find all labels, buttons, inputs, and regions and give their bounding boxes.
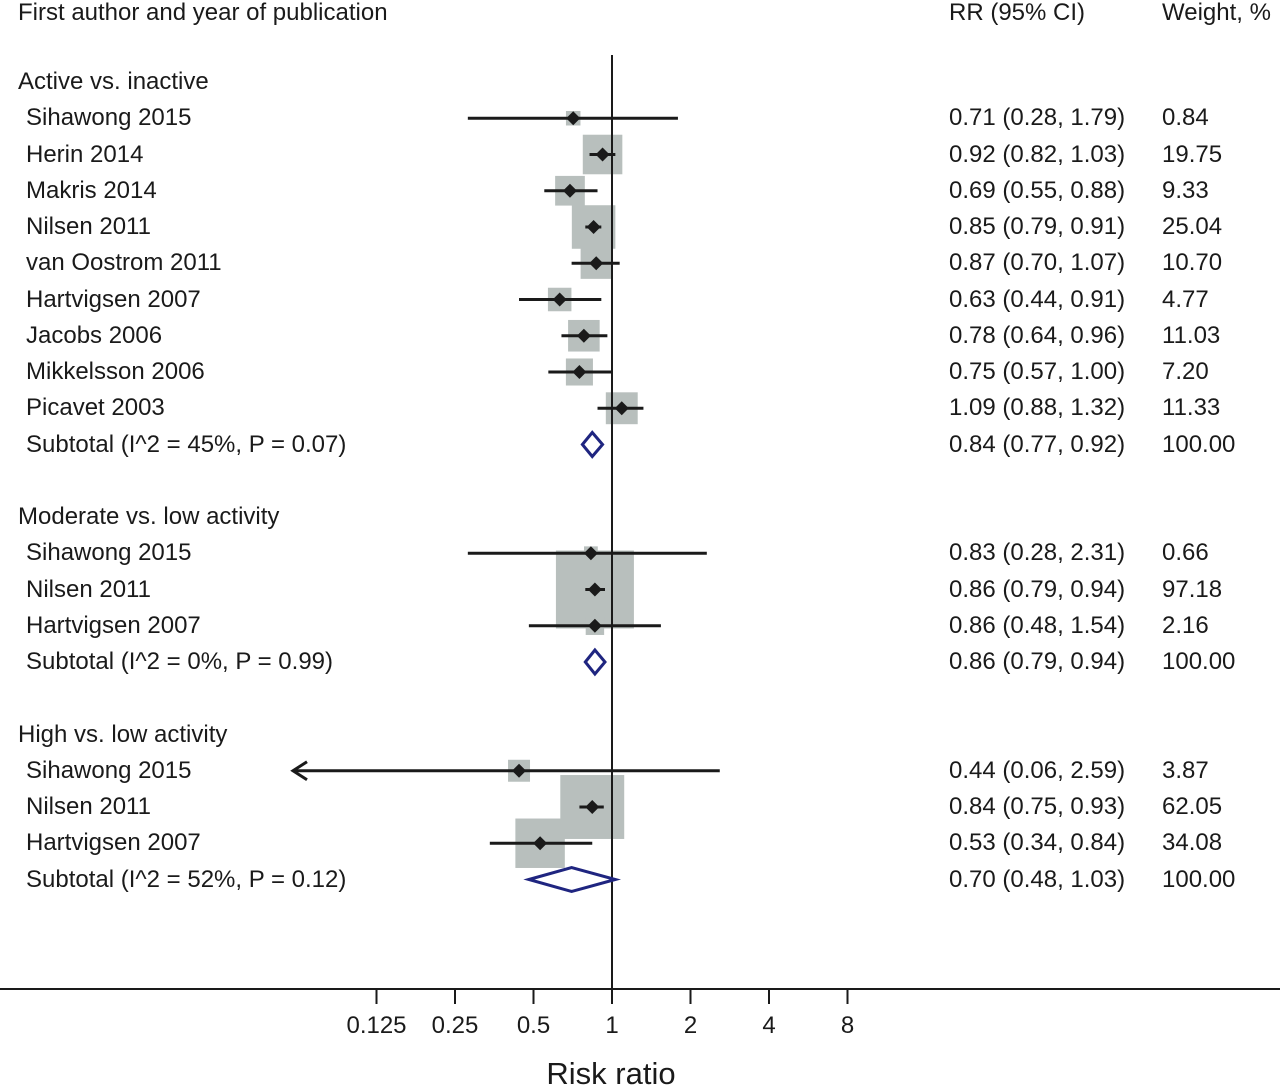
- study-label: Jacobs 2006: [26, 321, 163, 349]
- group-label: Moderate vs. low activity: [18, 503, 280, 530]
- point-estimate: [595, 147, 610, 162]
- point-estimate: [566, 111, 581, 126]
- study-weight: 34.08: [1162, 829, 1223, 857]
- point-estimate: [552, 292, 567, 307]
- study-weight: 0.84: [1162, 104, 1209, 132]
- x-tick-label: 0.5: [516, 1012, 551, 1039]
- group-label: Active vs. inactive: [18, 68, 209, 95]
- point-estimate: [614, 401, 629, 416]
- study-rr-ci: 0.85 (0.79, 0.91): [949, 213, 1126, 240]
- study-weight: 7.20: [1162, 358, 1209, 385]
- x-tick-label: 2: [683, 1012, 698, 1039]
- subtotal-label: Subtotal (I^2 = 52%, P = 0.12): [26, 865, 347, 893]
- study-label: Sihawong 2015: [26, 756, 192, 784]
- point-estimate: [576, 328, 591, 343]
- study-rr-ci: 0.92 (0.82, 1.03): [949, 140, 1126, 168]
- study-label: Hartvigsen 2007: [26, 611, 201, 639]
- subtotal-rr-ci: 0.86 (0.79, 0.94): [949, 648, 1126, 675]
- subtotal-weight: 100.00: [1162, 430, 1236, 458]
- point-estimate: [533, 836, 548, 851]
- study-weight: 97.18: [1162, 575, 1223, 603]
- study-rr-ci: 0.87 (0.70, 1.07): [949, 249, 1126, 277]
- point-estimate: [512, 763, 527, 778]
- group-label: High vs. low activity: [18, 720, 228, 748]
- study-label: Nilsen 2011: [26, 575, 151, 603]
- study-rr-ci: 0.86 (0.48, 1.54): [949, 611, 1126, 639]
- study-rr-ci: 0.84 (0.75, 0.93): [949, 793, 1126, 820]
- subtotal-weight: 100.00: [1162, 648, 1236, 675]
- study-label: Nilsen 2011: [26, 213, 151, 240]
- study-label: Picavet 2003: [26, 394, 165, 422]
- study-rr-ci: 1.09 (0.88, 1.32): [949, 394, 1126, 422]
- study-rr-ci: 0.83 (0.28, 2.31): [949, 539, 1126, 567]
- point-estimate: [562, 183, 577, 198]
- study-rr-ci: 0.71 (0.28, 1.79): [949, 104, 1126, 132]
- study-label: Nilsen 2011: [26, 793, 151, 820]
- subtotal-rr-ci: 0.84 (0.77, 0.92): [949, 430, 1126, 458]
- study-rr-ci: 0.75 (0.57, 1.00): [949, 358, 1126, 385]
- study-weight: 4.77: [1162, 285, 1209, 313]
- study-weight: 25.04: [1162, 213, 1223, 240]
- study-weight: 0.66: [1162, 539, 1209, 567]
- subtotal-label: Subtotal (I^2 = 45%, P = 0.07): [26, 430, 347, 458]
- x-tick-label: 0.25: [431, 1012, 479, 1039]
- study-rr-ci: 0.86 (0.79, 0.94): [949, 575, 1126, 603]
- point-estimate: [583, 546, 598, 561]
- study-label: Hartvigsen 2007: [26, 829, 201, 857]
- study-weight: 10.70: [1162, 249, 1223, 277]
- study-weight: 3.87: [1162, 756, 1209, 784]
- study-weight: 11.33: [1162, 394, 1221, 422]
- point-estimate: [572, 365, 587, 379]
- x-tick-label: 8: [840, 1012, 855, 1039]
- subtotal-diamond: [580, 430, 605, 459]
- x-axis-label: Risk ratio: [546, 1056, 676, 1091]
- subtotal-weight: 100.00: [1162, 865, 1236, 893]
- study-rr-ci: 0.53 (0.34, 0.84): [949, 829, 1126, 857]
- subtotal-rr-ci: 0.70 (0.48, 1.03): [949, 865, 1126, 893]
- study-label: Makris 2014: [26, 176, 157, 204]
- point-estimate: [586, 220, 601, 234]
- study-column-header: First author and year of publication: [18, 0, 388, 26]
- point-estimate: [587, 582, 602, 597]
- study-label: Sihawong 2015: [26, 539, 192, 567]
- study-weight: 2.16: [1162, 611, 1209, 639]
- study-rr-ci: 0.78 (0.64, 0.96): [949, 321, 1126, 349]
- study-weight: 11.03: [1162, 321, 1221, 349]
- rr-column-header: RR (95% CI): [949, 0, 1086, 26]
- study-label: Sihawong 2015: [26, 104, 192, 132]
- study-weight: 62.05: [1162, 793, 1223, 820]
- subtotal-diamond: [523, 865, 622, 894]
- point-estimate: [585, 800, 600, 814]
- study-label: Mikkelsson 2006: [26, 358, 205, 385]
- subtotal-diamond: [583, 647, 607, 677]
- x-tick-label: 0.125: [346, 1012, 407, 1039]
- x-tick-label: 4: [762, 1012, 776, 1039]
- point-estimate: [589, 256, 604, 271]
- subtotal-label: Subtotal (I^2 = 0%, P = 0.99): [26, 648, 334, 675]
- study-rr-ci: 0.69 (0.55, 0.88): [949, 176, 1126, 204]
- x-tick-label: 1: [605, 1012, 619, 1039]
- study-rr-ci: 0.44 (0.06, 2.59): [949, 756, 1126, 784]
- point-estimate: [587, 618, 602, 633]
- study-label: Herin 2014: [26, 140, 144, 168]
- study-rr-ci: 0.63 (0.44, 0.91): [949, 285, 1126, 313]
- study-weight: 19.75: [1162, 140, 1223, 168]
- study-label: Hartvigsen 2007: [26, 285, 201, 313]
- study-weight: 9.33: [1162, 176, 1209, 204]
- weight-column-header: Weight, %: [1162, 0, 1271, 26]
- study-label: van Oostrom 2011: [26, 249, 222, 277]
- ci-truncation-arrow: [290, 760, 308, 782]
